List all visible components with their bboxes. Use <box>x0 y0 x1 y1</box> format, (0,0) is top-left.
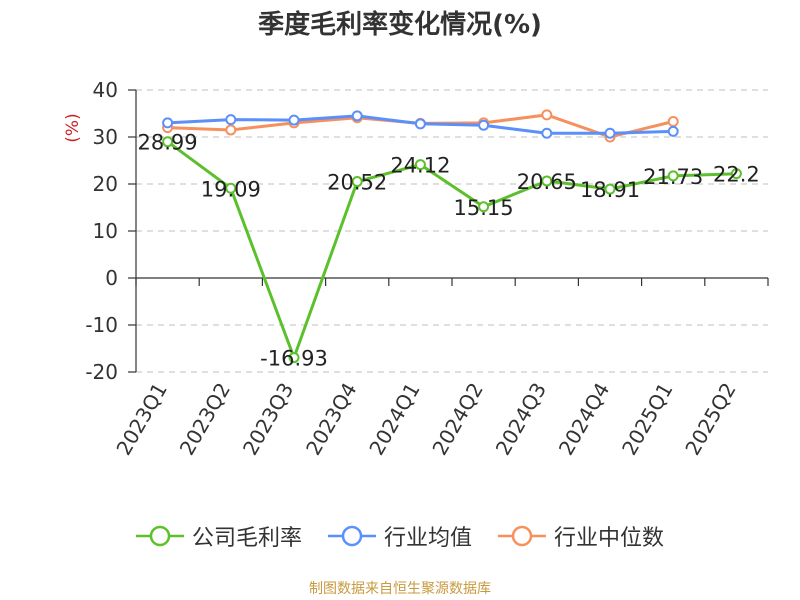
data-point <box>667 170 679 182</box>
data-label: 24.12 <box>390 154 450 178</box>
legend-label: 行业均值 <box>383 526 472 551</box>
data-point <box>478 201 490 213</box>
legend-swatch <box>498 525 546 547</box>
data-point <box>414 118 426 130</box>
legend-item-0[interactable]: 公司毛利率 <box>135 520 302 552</box>
legend-label: 公司毛利率 <box>191 526 302 551</box>
data-point <box>604 183 616 195</box>
data-point <box>478 119 490 131</box>
y-tick-label: 0 <box>105 266 118 290</box>
data-label: 28.99 <box>138 131 198 155</box>
data-point <box>351 110 363 122</box>
data-point <box>730 168 742 180</box>
chart-title: 季度毛利率变化情况(%) <box>258 10 542 40</box>
data-point <box>225 182 237 194</box>
y-tick-label: 40 <box>93 78 118 102</box>
x-tick-label: 2023Q4 <box>301 379 361 460</box>
x-tick-label: 2024Q4 <box>554 379 614 460</box>
data-label: 20.52 <box>327 171 387 195</box>
data-point <box>162 117 174 129</box>
legend-item-1[interactable]: 行业均值 <box>327 520 472 552</box>
legend: 公司毛利率 行业均值 行业中位数 <box>0 520 800 552</box>
data-label: 15.15 <box>454 196 514 220</box>
legend-swatch <box>135 525 184 547</box>
y-tick-label: 20 <box>93 172 118 196</box>
series-line-0 <box>166 140 737 360</box>
legend-swatch-marker <box>341 525 363 547</box>
source-note: 制图数据来自恒生聚源数据库 <box>309 581 491 597</box>
line-chart: -20 -10 0 10 20 30 40 (%) 2023Q1 2023Q2 2023Q3 2023… <box>63 78 769 460</box>
data-point <box>541 109 553 121</box>
x-tick-label: 2023Q1 <box>111 379 171 460</box>
series-lines <box>162 109 742 364</box>
y-axis-label: (%) <box>63 113 83 142</box>
x-tick-label: 2025Q2 <box>680 379 740 460</box>
data-point <box>288 352 300 364</box>
legend-swatch-marker <box>511 525 533 547</box>
data-point <box>351 176 363 188</box>
legend-swatch <box>327 525 376 547</box>
legend-label: 行业中位数 <box>554 526 665 551</box>
data-point <box>604 127 616 139</box>
x-tick-label: 2024Q3 <box>491 379 551 460</box>
data-label: 19.09 <box>201 177 261 201</box>
x-tick-label: 2023Q2 <box>175 379 235 460</box>
legend-item-2[interactable]: 行业中位数 <box>498 520 664 552</box>
y-tick-label: 10 <box>93 219 118 243</box>
data-label: -16.93 <box>260 347 328 371</box>
data-label: 20.65 <box>517 170 577 194</box>
data-point <box>162 136 174 148</box>
data-point <box>225 114 237 126</box>
y-tick-label: -10 <box>85 313 118 337</box>
y-tick-label: 30 <box>93 125 118 149</box>
data-point <box>667 115 679 127</box>
data-point <box>288 114 300 126</box>
data-point <box>225 124 237 136</box>
data-label: 18.91 <box>580 178 640 202</box>
legend-swatch-marker <box>149 525 171 547</box>
data-point <box>541 175 553 187</box>
data-label: 21.73 <box>643 165 703 189</box>
x-tick-label: 2024Q2 <box>427 378 487 459</box>
x-tick-label: 2023Q3 <box>238 379 298 460</box>
x-tick-label: 2024Q1 <box>364 379 424 460</box>
data-label: 22.2 <box>713 163 760 187</box>
data-point <box>414 159 426 171</box>
data-point <box>667 125 679 137</box>
data-point <box>541 127 553 139</box>
y-tick-label: -20 <box>85 360 118 384</box>
x-tick-label: 2025Q1 <box>617 379 677 460</box>
